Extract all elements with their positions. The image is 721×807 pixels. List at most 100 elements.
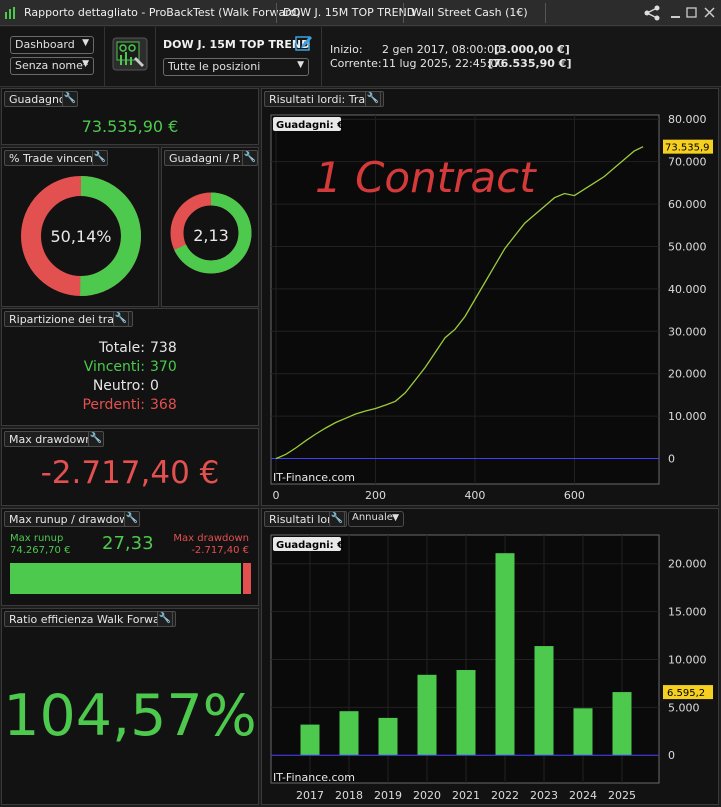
y-tick-label: 50.000	[668, 240, 707, 253]
efficiency-panel: Ratio efficienza Walk Forward 🔧 104,57%	[1, 608, 259, 805]
last-value-label: 73.535,9	[665, 143, 710, 154]
name-dropdown[interactable]: Senza nome* ▼	[10, 57, 94, 75]
gain-value: 73.535,90 €	[81, 117, 179, 136]
start-label: Inizio:	[330, 43, 363, 56]
x-tick-label: 2021	[452, 789, 480, 802]
neutral-label: Neutro:	[92, 378, 145, 394]
x-tick-label: 2023	[530, 789, 558, 802]
y-tick-label: 20.000	[668, 368, 707, 381]
edit-icon[interactable]	[295, 34, 313, 52]
chevron-down-icon: ▼	[82, 38, 89, 48]
chart-annotation: 1 Contract	[315, 153, 537, 202]
y-tick-label: 70.000	[668, 156, 707, 169]
annual-chart-title: Risultati lordi	[264, 511, 347, 527]
win-label: Vincenti:	[83, 359, 145, 375]
loss-label: Perdenti:	[82, 397, 145, 413]
neutral-count: 0	[150, 378, 159, 394]
x-tick-label: 2018	[335, 789, 363, 802]
drawdown-value: -2.717,40 €	[191, 545, 249, 556]
trade-breakdown-panel: Ripartizione dei trade 🔧 Totale: Vincent…	[1, 308, 259, 426]
bar	[612, 692, 632, 756]
period-dropdown[interactable]: Annuale ▼	[348, 511, 404, 527]
positions-dropdown[interactable]: Tutte le posizioni ▼	[163, 58, 309, 76]
trades-chart-panel: Risultati lordi: Trade 🔧 0 10.000 20.000 30…	[261, 88, 719, 506]
annual-chart-panel: Risultati lordi 🔧 Annuale ▼ 0 5.000 10.000 1…	[261, 508, 719, 805]
chart-label: Guadagni: €	[276, 540, 344, 551]
loss-count: 368	[150, 397, 177, 413]
wrench-icon[interactable]: 🔧	[92, 150, 108, 166]
bar	[573, 708, 593, 756]
x-tick-label: 2020	[413, 789, 441, 802]
y-tick-label: 0	[668, 749, 675, 762]
win-count: 370	[150, 359, 177, 375]
chevron-down-icon: ▼	[297, 60, 304, 70]
winning-trades-value: 50,14%	[50, 227, 112, 246]
view-dropdown[interactable]: Dashboard ▼	[10, 36, 94, 54]
y-tick-label: 0	[668, 453, 675, 466]
trades-chart-title: Risultati lordi: Trade	[264, 91, 384, 107]
y-tick-label: 80.000	[668, 113, 707, 126]
toolbar: Dashboard ▼ Senza nome* ▼ DOW J. 15M TOP T…	[0, 27, 721, 87]
title-bar: Rapporto dettagliato - ProBackTest (Walk…	[0, 0, 721, 26]
y-tick-label: 20.000	[668, 558, 707, 571]
runup-drawdown-bar	[10, 563, 251, 594]
wrench-icon[interactable]: 🔧	[329, 511, 345, 527]
bar	[495, 553, 515, 756]
runup-title: Max runup / drawdown	[4, 511, 141, 527]
y-tick-label: 5.000	[668, 701, 700, 714]
bar	[300, 724, 320, 756]
last-value-marker	[663, 139, 713, 154]
winning-trades-panel: % Trade vincenti 🔧 50,14%	[1, 147, 159, 307]
close-icon[interactable]	[704, 7, 716, 19]
app-logo-icon	[5, 7, 15, 19]
chevron-down-icon: ▼	[82, 59, 89, 69]
wrench-icon[interactable]: 🔧	[157, 611, 173, 627]
wrench-icon[interactable]: 🔧	[124, 511, 140, 527]
y-tick-label: 40.000	[668, 283, 707, 296]
start-capital: [3.000,00 €]	[494, 43, 570, 56]
gain-loss-value: 2,13	[193, 226, 229, 245]
backtest-settings-icon[interactable]	[112, 37, 148, 71]
current-date: 11 lug 2025, 22:45:00	[382, 57, 505, 70]
chart-label: Guadagni: €	[276, 120, 344, 131]
bar	[534, 646, 554, 756]
current-capital: [76.535,90 €]	[488, 57, 572, 70]
y-tick-label: 10.000	[668, 653, 707, 666]
efficiency-title: Ratio efficienza Walk Forward	[4, 611, 177, 627]
wrench-icon[interactable]: 🔧	[365, 91, 381, 107]
runup-ratio: 27,33	[102, 533, 154, 554]
total-label: Totale:	[98, 340, 145, 356]
equity-series-line	[275, 146, 644, 460]
watermark: IT-Finance.com	[273, 771, 355, 784]
x-tick-label: 2024	[569, 789, 597, 802]
gain-loss-panel: Guadagni / P... 🔧 2,13	[161, 147, 259, 307]
x-tick-label: 400	[464, 489, 485, 502]
max-drawdown-value: -2.717,40 €	[40, 455, 220, 491]
runup-drawdown-panel: Max runup / drawdown 🔧 Max runup 74.267,…	[1, 508, 259, 606]
minimize-icon[interactable]	[670, 6, 682, 20]
drawdown-label: Max drawdown	[173, 533, 249, 544]
gain-title: Guadagno	[4, 91, 71, 107]
y-tick-label: 60.000	[668, 198, 707, 211]
watermark: IT-Finance.com	[273, 471, 355, 484]
bar	[456, 670, 476, 756]
strategy-name: DOW J. 15M TOP TREND	[163, 38, 311, 51]
last-value-marker	[663, 685, 713, 700]
strategy-tab[interactable]: DOW J. 15M TOP TREND	[283, 6, 416, 19]
efficiency-value: 104,57%	[3, 683, 257, 749]
bar	[417, 674, 437, 756]
x-tick-label: 2025	[608, 789, 636, 802]
wrench-icon[interactable]: 🔧	[88, 431, 104, 447]
window-title: Rapporto dettagliato - ProBackTest (Walk…	[24, 6, 301, 19]
start-date: 2 gen 2017, 08:00:00	[382, 43, 502, 56]
wrench-icon[interactable]: 🔧	[113, 311, 129, 327]
bar	[339, 711, 359, 756]
wrench-icon[interactable]: 🔧	[62, 91, 78, 107]
gain-loss-title: Guadagni / P...	[164, 150, 254, 166]
maximize-icon[interactable]	[686, 7, 698, 19]
chart-label-box	[273, 117, 341, 131]
share-icon[interactable]	[643, 5, 661, 21]
instrument-tab[interactable]: Wall Street Cash (1€)	[411, 6, 528, 19]
chart-label-box	[273, 537, 341, 551]
wrench-icon[interactable]: 🔧	[242, 150, 258, 166]
